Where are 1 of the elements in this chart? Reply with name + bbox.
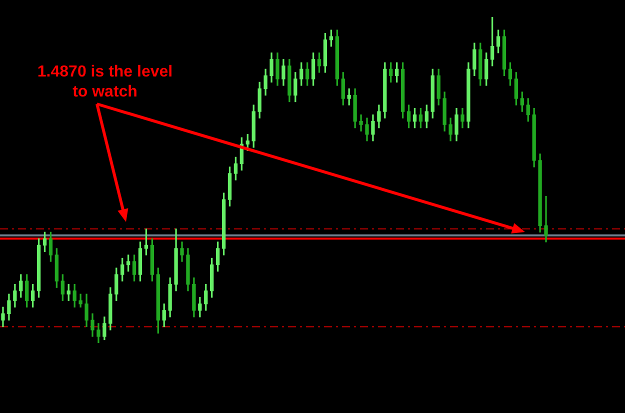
annotation: 1.4870 is the level to watch <box>37 63 173 100</box>
